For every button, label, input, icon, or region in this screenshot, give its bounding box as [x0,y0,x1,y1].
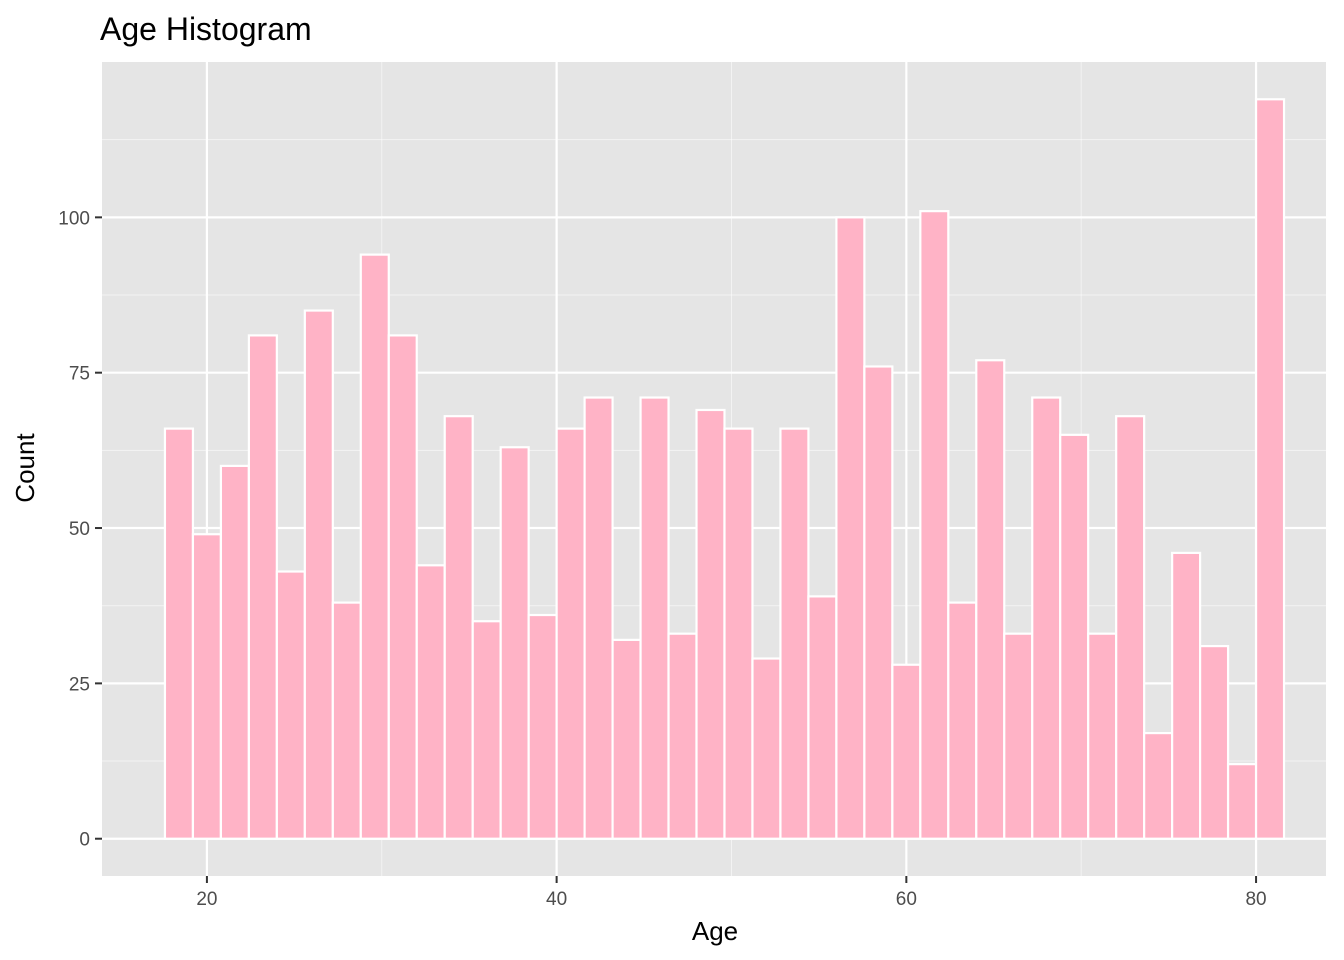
histogram-bar [163,427,195,840]
histogram-bar [1031,396,1062,840]
y-tick-label: 50 [69,519,90,540]
histogram-bar [303,309,334,840]
histogram-bar [1254,98,1286,840]
histogram-bar [499,446,530,840]
histogram-bar [275,570,306,840]
histogram-bar [583,396,614,840]
x-tick-label: 20 [196,889,217,910]
histogram-bar [695,408,726,840]
x-axis-title: Age [692,916,738,946]
histogram-bar [779,427,810,840]
histogram-bar [807,595,838,840]
histogram-bar [667,632,698,840]
histogram-bar [611,638,642,840]
histogram-bar [415,564,446,840]
y-tick-label: 75 [69,364,90,385]
histogram-bar [443,415,474,840]
y-axis-ticks: 0 25 50 75 100 [58,208,102,851]
y-tick-label: 100 [58,208,90,229]
histogram-bar [919,210,950,840]
histogram-bar [835,216,866,840]
histogram-bar [751,657,782,840]
histogram-bar [359,253,390,840]
y-axis-title: Count [10,433,40,503]
histogram-bar [723,427,754,840]
x-tick-label: 80 [1245,889,1266,910]
chart-title: Age Histogram [100,11,312,47]
histogram-bar [247,334,278,840]
histogram-bar [1199,644,1230,840]
histogram-bar [1171,551,1202,840]
histogram-bar [639,396,670,840]
histogram-bar [527,613,558,840]
histogram-bar [191,533,223,840]
y-tick-label: 25 [69,674,90,695]
histogram-bar [1087,632,1118,840]
histogram-bar [555,427,586,840]
histogram-bar [863,365,894,840]
histogram-bar [1003,632,1034,840]
histogram-bar [947,601,978,840]
histogram-bar [331,601,362,840]
histogram-bar [891,663,922,840]
histogram-bar [975,359,1006,840]
histogram-bar [1059,433,1090,840]
histogram-bar [471,620,502,840]
histogram-bar [219,464,250,840]
x-axis-ticks: 20 40 60 80 [196,876,1267,910]
histogram-bar [1143,731,1174,840]
histogram-bars [163,98,1286,840]
histogram-bar [1115,415,1146,840]
x-tick-label: 60 [896,889,917,910]
histogram-bar [1226,763,1258,840]
x-tick-label: 40 [546,889,567,910]
histogram-bar [387,334,418,840]
y-tick-label: 0 [79,830,90,851]
